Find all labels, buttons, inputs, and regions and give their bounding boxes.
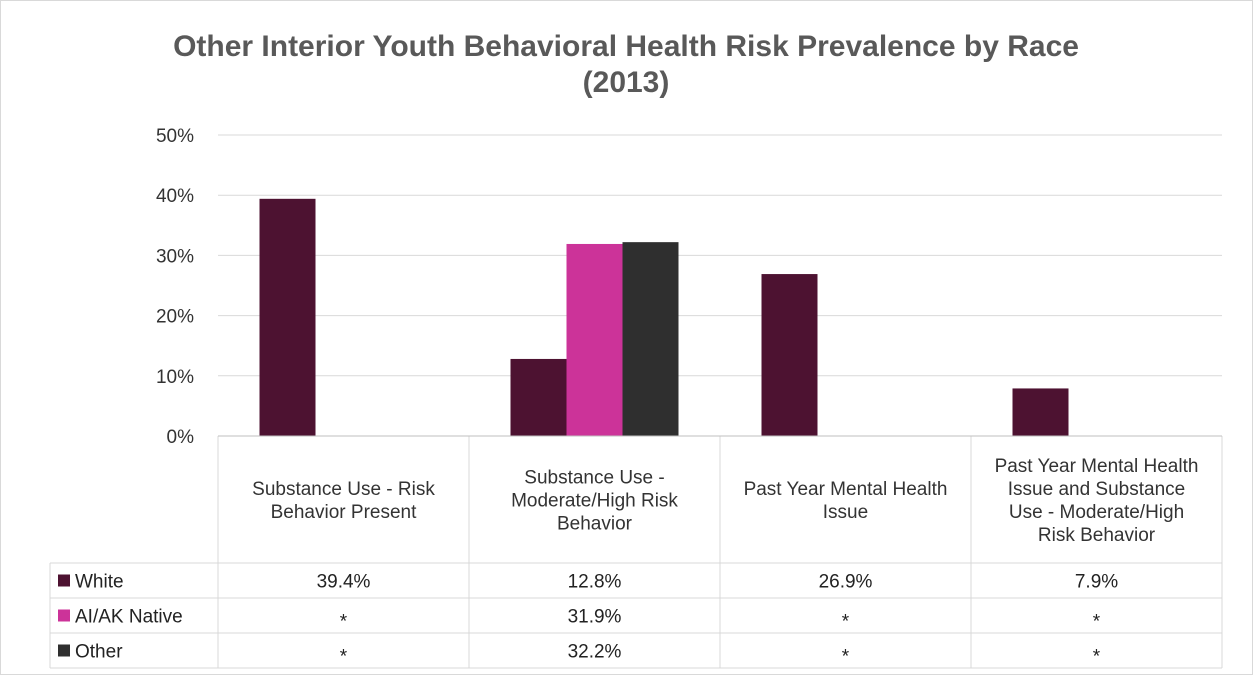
y-tick-label: 0% (167, 427, 195, 448)
legend-label: Other (75, 642, 123, 663)
data-label: 39.4% (317, 572, 371, 593)
data-label: 31.9% (568, 607, 622, 628)
data-label: * (340, 612, 348, 633)
data-label: * (1093, 647, 1101, 668)
legend-swatch (58, 609, 70, 622)
y-tick-label: 20% (156, 307, 194, 328)
category-label: Behavior Present (271, 502, 417, 523)
category-label: Past Year Mental Health (995, 456, 1199, 477)
category-label: Issue (823, 502, 868, 523)
category-label: Behavior (557, 514, 633, 535)
legend-label: White (75, 572, 124, 593)
category-label: Moderate/High Risk (511, 491, 678, 512)
category-label: Substance Use - Risk (252, 479, 435, 500)
legend-label: AI/AK Native (75, 607, 183, 628)
bar (622, 242, 679, 436)
bar (1012, 388, 1069, 436)
data-label: 12.8% (568, 572, 622, 593)
data-label: * (842, 612, 850, 633)
legend-swatch (58, 574, 70, 587)
category-label: Substance Use - (524, 468, 664, 489)
bar (761, 274, 818, 436)
bar (259, 198, 316, 436)
bar (510, 358, 567, 436)
data-label: 7.9% (1075, 572, 1118, 593)
y-tick-label: 10% (156, 367, 194, 388)
legend-swatch (58, 644, 70, 657)
data-label: 32.2% (568, 642, 622, 663)
y-tick-label: 50% (156, 126, 194, 147)
data-label: * (340, 647, 348, 668)
y-tick-label: 30% (156, 246, 194, 267)
data-label: 26.9% (819, 572, 873, 593)
category-label: Use - Moderate/High (1009, 502, 1184, 523)
y-tick-label: 40% (156, 186, 194, 207)
chart-title-line: Other Interior Youth Behavioral Health R… (173, 30, 1079, 63)
data-label: * (842, 647, 850, 668)
data-label: * (1093, 612, 1101, 633)
category-label: Past Year Mental Health (744, 479, 948, 500)
chart-title-line: (2013) (583, 66, 670, 99)
category-label: Risk Behavior (1038, 525, 1156, 546)
bar (566, 243, 623, 436)
category-label: Issue and Substance (1008, 479, 1185, 500)
